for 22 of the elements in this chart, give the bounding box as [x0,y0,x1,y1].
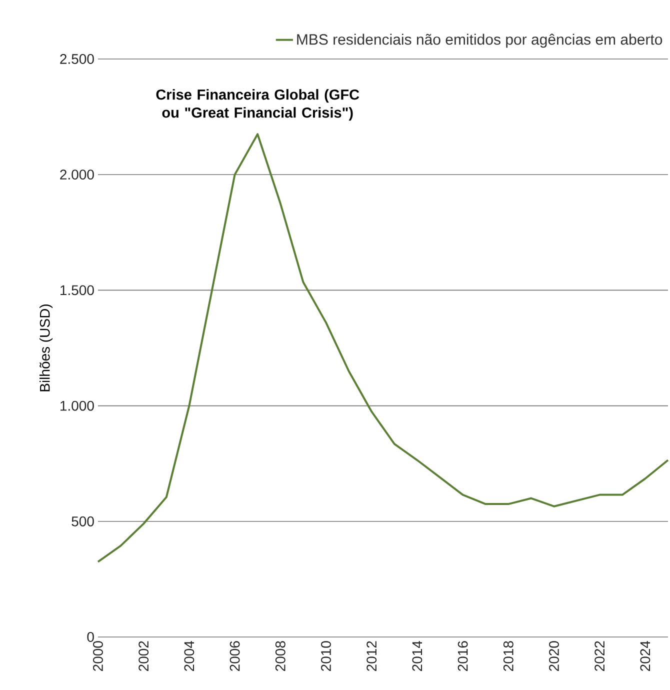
x-tick-label: 2006 [230,641,240,671]
x-tick-label: 2020 [549,641,559,671]
x-tick-label: 2014 [412,640,422,671]
x-tick-label: 2000 [93,641,103,671]
x-tick-label: 2016 [458,641,468,671]
y-tick-label: 1.500 [60,285,94,296]
x-tick-label: 2012 [366,641,377,671]
legend-label: MBS residenciais não emitidos por agências em aberto [297,34,662,48]
y-axis-title: Bilhões (USD) [40,304,53,392]
y-tick-label: 2.000 [60,170,94,180]
x-tick-label: 2018 [503,641,514,671]
x-tick-label: 2010 [321,641,331,671]
annotation: Crise Financeira Global (GFC ou "Great Financial Crisis") [156,89,360,121]
x-tick-label: 2024 [640,640,650,671]
x-tick-label: 2022 [594,641,605,671]
y-tick-label: 500 [72,516,94,526]
y-tick-label: 0 [87,632,94,642]
x-tick-label: 2008 [275,641,286,671]
y-tick-label: 2.500 [60,54,94,64]
x-tick-label: 2004 [184,640,194,671]
y-tick-label: 1.000 [60,400,94,411]
x-tick-label: 2002 [138,641,149,671]
